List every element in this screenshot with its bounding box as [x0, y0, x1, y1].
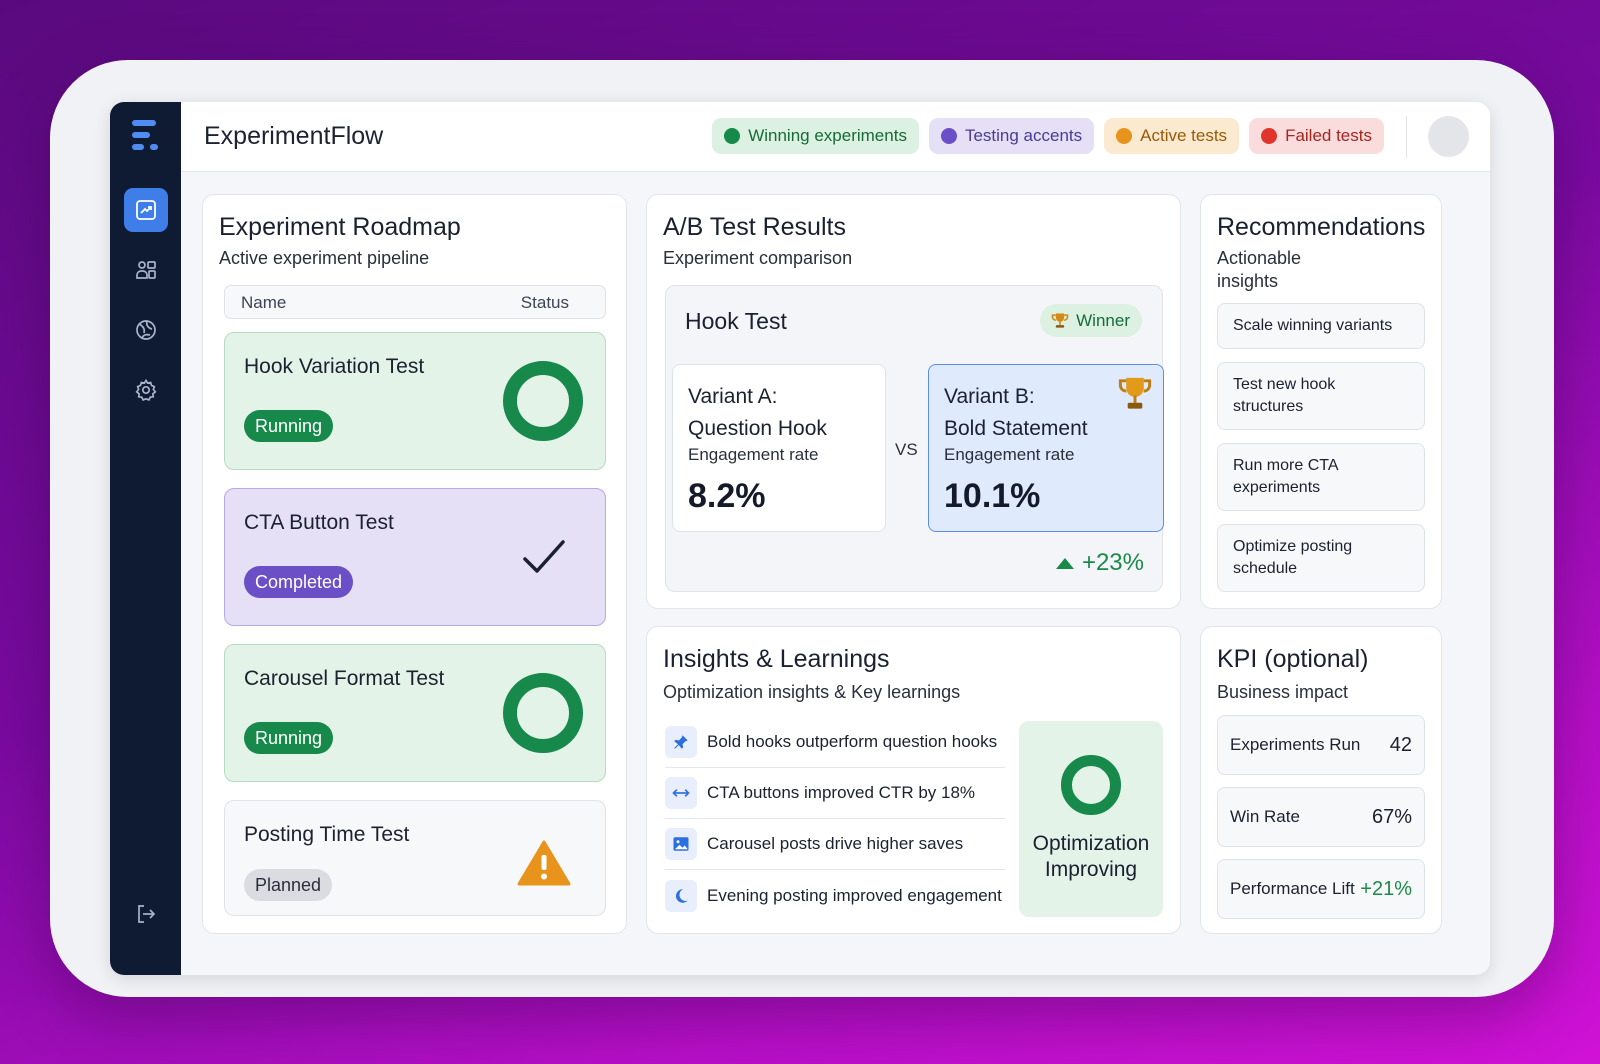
legend-testing[interactable]: Testing accents	[928, 118, 1095, 154]
gear-icon	[135, 378, 157, 401]
ring-icon	[1061, 755, 1121, 815]
trophy-icon	[1118, 377, 1152, 409]
roadmap-subtitle: Active experiment pipeline	[219, 248, 430, 268]
kpi-subtitle: Business impact	[1217, 682, 1349, 702]
globe-icon	[136, 320, 156, 340]
experiment-name: Posting Time Test	[244, 823, 410, 846]
header-divider	[1406, 116, 1407, 158]
optimization-status-panel: Optimization Improving	[1019, 721, 1163, 917]
winner-badge: Winner	[1040, 304, 1142, 337]
legend-dot	[940, 128, 957, 144]
status-badge: Completed	[244, 566, 354, 598]
kpi-title: KPI (optional)	[1217, 645, 1369, 673]
arrows-icon	[665, 777, 697, 809]
ab-subtitle: Experiment comparison	[663, 248, 853, 268]
variant-a-name: Variant A: Question Hook	[688, 385, 827, 440]
recommendation-item[interactable]: Scale winning variants	[1217, 303, 1425, 349]
moon-icon	[665, 879, 697, 912]
recommendation-item[interactable]: Optimize posting schedule	[1217, 524, 1425, 592]
legend-failed[interactable]: Failed tests	[1249, 118, 1384, 154]
variant-a-metric-label: Engagement rate	[688, 445, 819, 464]
status-legend: Winning experiments Testing accents Acti…	[712, 118, 1384, 154]
trophy-icon	[1051, 313, 1069, 328]
status-badge: Running	[244, 722, 334, 754]
vs-label: VS	[895, 440, 918, 459]
hook-test-title: Hook Test	[685, 308, 787, 334]
optimization-status: Optimization Improving	[1032, 832, 1150, 881]
image-icon	[665, 828, 697, 860]
kpi-card: KPI (optional) Business impact Experimen…	[1200, 626, 1442, 934]
recommendations-title: Recommendations	[1217, 213, 1426, 241]
insights-subtitle: Optimization insights & Key learnings	[663, 682, 961, 702]
legend-dot	[1261, 128, 1278, 144]
column-status: Status	[520, 293, 569, 312]
ab-results-card: A/B Test Results Experiment comparison H…	[646, 194, 1181, 609]
ring-icon	[503, 673, 583, 753]
up-arrow-icon	[1055, 557, 1074, 569]
sidebar-item-settings[interactable]	[124, 368, 168, 412]
experiment-row[interactable]: Carousel Format Test Running	[224, 644, 606, 782]
users-icon	[136, 261, 156, 279]
roadmap-title: Experiment Roadmap	[219, 213, 461, 241]
app-window: ExperimentFlow Winning experiments Testi…	[110, 102, 1490, 975]
kpi-win-rate[interactable]: Win Rate 67%	[1217, 787, 1425, 847]
variant-a-value: 8.2%	[688, 477, 766, 515]
sidebar-item-analytics[interactable]	[124, 188, 168, 232]
insights-card: Insights & Learnings Optimization insigh…	[646, 626, 1181, 934]
legend-dot	[724, 128, 741, 144]
variant-b-card[interactable]: Variant B: Bold Statement Engagement rate…	[928, 364, 1164, 532]
experiment-name: Hook Variation Test	[244, 355, 425, 378]
recommendations-subtitle: Actionable insights	[1217, 248, 1302, 291]
warning-icon	[517, 840, 571, 886]
checkmark-icon	[523, 540, 565, 573]
logo	[132, 120, 160, 152]
variant-b-name: Variant B: Bold Statement	[944, 385, 1088, 440]
experiment-name: CTA Button Test	[244, 511, 394, 534]
experiment-name: Carousel Format Test	[244, 667, 445, 690]
insight-item: Bold hooks outperform question hooks	[665, 717, 1005, 768]
sidebar-item-users[interactable]	[124, 248, 168, 292]
legend-active[interactable]: Active tests	[1104, 118, 1240, 154]
kpi-experiments-run[interactable]: Experiments Run 42	[1217, 715, 1425, 775]
insight-item: CTA buttons improved CTR by 18%	[665, 768, 1005, 819]
logout-button[interactable]	[124, 892, 168, 936]
insight-item: Evening posting improved engagement	[665, 870, 1005, 921]
column-name: Name	[241, 293, 287, 312]
insights-title: Insights & Learnings	[663, 645, 890, 673]
legend-winning[interactable]: Winning experiments	[712, 118, 919, 154]
status-badge: Planned	[244, 869, 333, 901]
avatar[interactable]	[1428, 116, 1469, 157]
pin-icon	[665, 726, 697, 758]
lift-indicator: +23%	[1055, 549, 1144, 577]
variant-a-card[interactable]: Variant A: Question Hook Engagement rate …	[672, 364, 886, 532]
variant-b-value: 10.1%	[944, 477, 1041, 515]
recommendation-item[interactable]: Run more CTA experiments	[1217, 443, 1425, 511]
sidebar	[110, 102, 181, 975]
hook-test-panel: Hook Test Winner Variant A: Question Hook…	[665, 285, 1164, 592]
roadmap-table-header: Name Status	[224, 285, 606, 319]
variant-b-metric-label: Engagement rate	[944, 445, 1075, 464]
experiment-row[interactable]: Hook Variation Test Running	[224, 332, 606, 470]
experiment-row[interactable]: CTA Button Test Completed	[224, 488, 606, 626]
roadmap-card: Experiment Roadmap Active experiment pip…	[202, 194, 627, 934]
analytics-icon	[136, 200, 156, 220]
sidebar-item-globe[interactable]	[124, 308, 168, 352]
app-title: ExperimentFlow	[204, 122, 384, 150]
logout-icon	[138, 905, 156, 923]
recommendations-card: Recommendations Actionable insights Scale…	[1200, 194, 1442, 609]
ab-title: A/B Test Results	[663, 213, 846, 241]
header: ExperimentFlow Winning experiments Testi…	[181, 102, 1490, 172]
status-badge: Running	[244, 410, 334, 442]
insight-item: Carousel posts drive higher saves	[665, 819, 1005, 870]
experiment-row[interactable]: Posting Time Test Planned	[224, 800, 606, 916]
kpi-performance-lift[interactable]: Performance Lift +21%	[1217, 859, 1425, 919]
legend-dot	[1116, 128, 1133, 144]
recommendation-item[interactable]: Test new hook structures	[1217, 362, 1425, 430]
ring-icon	[503, 361, 583, 441]
